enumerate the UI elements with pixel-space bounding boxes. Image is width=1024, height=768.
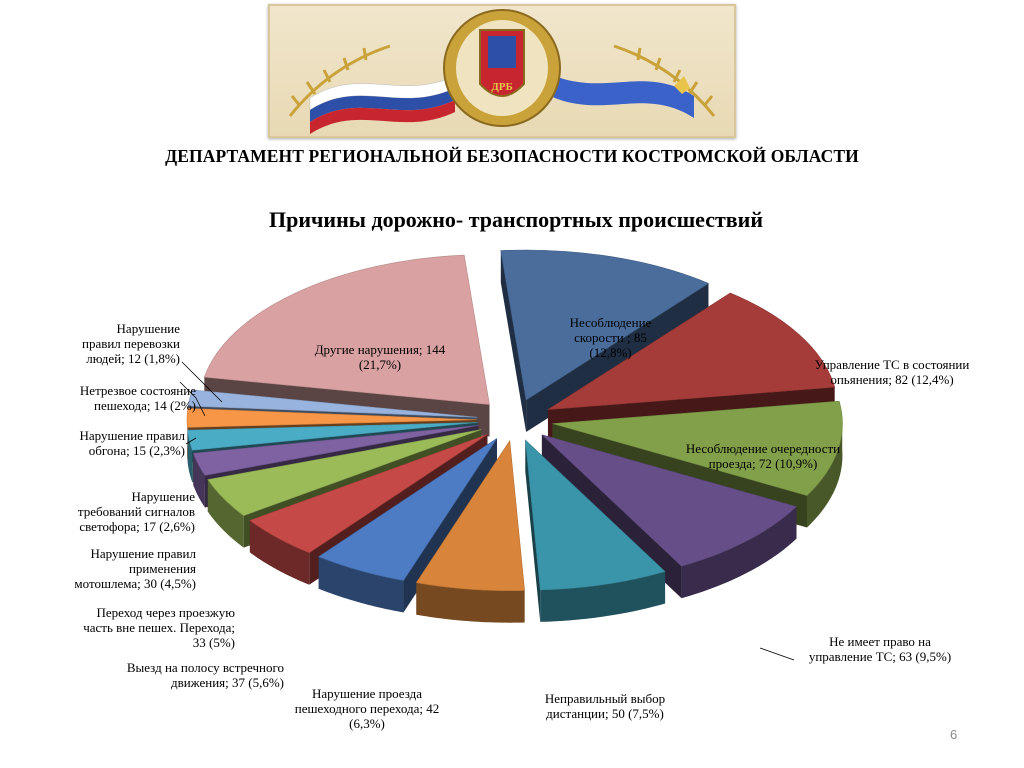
slide-title: Причины дорожно- транспортных происшеств… (268, 207, 764, 232)
slice-top (541, 434, 798, 567)
slice-label-line: проезда; 72 (10,9%) (708, 456, 818, 471)
slice-outer-wall (318, 556, 404, 613)
laurel-right (613, 44, 716, 117)
slice-outer-wall (207, 479, 244, 548)
slice-top (187, 389, 478, 418)
slice-label: Нарушение требований сигналов светофора; 1… (45, 489, 195, 534)
slice-label-line: Управление ТС в состоянии (814, 357, 970, 372)
page-number: 6 (950, 727, 958, 742)
slice-top (207, 429, 482, 516)
slice-label-line: Нарушение (131, 489, 195, 504)
slice-label-line: часть вне пешех. Перехода; (83, 620, 235, 635)
slice-label-line: Неправильный выбор (544, 691, 666, 706)
slice-label: Нетрезвое состояние пешехода; 14 (2%) (36, 383, 196, 413)
laurel-left (288, 44, 391, 117)
pie-slice (525, 439, 666, 622)
slice-top (525, 439, 666, 591)
slice-label-line: применения (128, 561, 196, 576)
header-banner: ДРБ (268, 4, 736, 138)
slice-label: Несоблюдение скорости ; 85 (12,8%) (553, 315, 668, 360)
slice-label: Переход через проезжую часть вне пешех. П… (45, 605, 235, 650)
slice-label-line: Переход через проезжую (96, 605, 235, 620)
emblem-image: ДРБ (288, 9, 716, 134)
central-shield: ДРБ (443, 9, 561, 127)
slice-label-line: дистанции; 50 (7,5%) (546, 706, 664, 721)
slice-label: Нарушение правил обгона; 15 (2,3%) (35, 428, 185, 458)
leader-line (181, 361, 223, 403)
slice-label-line: движения; 37 (5,6%) (170, 675, 284, 690)
slice-label: Несоблюдение очередности проезда; 72 (10,… (663, 441, 863, 471)
slice-label-line: Несоблюдение очередности (685, 441, 841, 456)
slice-label-line: пешеходного перехода; 42 (294, 701, 440, 716)
slice-label-line: правил перевозки (81, 336, 180, 351)
slice-label-line: Нарушение правил (90, 546, 196, 561)
slice-label-line: светофора; 17 (2,6%) (79, 519, 195, 534)
slice-label-line: скорости ; 85 (574, 330, 647, 345)
slice-side-wall (500, 250, 527, 433)
slice-label: Нарушение проезда пешеходного перехода; 4… (282, 686, 452, 731)
slice-label: Другие нарушения; 144 (21,7%) (300, 342, 460, 372)
slice-label-line: пешехода; 14 (2%) (94, 398, 196, 413)
slice-top (203, 254, 490, 405)
slice-label-line: Несоблюдение (569, 315, 652, 330)
slice-label-line: Нарушение проезда (311, 686, 423, 701)
slice-label-line: людей; 12 (1,8%) (86, 351, 180, 366)
slice-label: Нарушение правил перевозки людей; 12 (1,8%… (10, 321, 180, 366)
slice-top (318, 438, 498, 581)
slice-label-line: Нарушение (116, 321, 180, 336)
slice-outer-wall (806, 418, 843, 528)
slice-label-line: Не имеет право на (829, 634, 931, 649)
slice-top (249, 434, 488, 554)
slice-label: Не имеет право на управление ТС; 63 (9,5%… (795, 634, 965, 664)
slice-top (192, 425, 479, 476)
slice-outer-wall (187, 430, 193, 483)
slice-label: Неправильный выбор дистанции; 50 (7,5%) (530, 691, 680, 721)
leader-line (195, 397, 206, 417)
slice-label-line: (21,7%) (358, 357, 402, 372)
slice-outer-wall (540, 571, 666, 622)
slice-label-line: (12,8%) (589, 345, 632, 360)
leader-line (759, 647, 795, 661)
slice-top (186, 408, 478, 428)
slice-top (547, 292, 836, 410)
slice-outer-wall (193, 453, 205, 508)
pie-slice (415, 439, 525, 623)
flag-right (550, 74, 694, 118)
slice-label: Управление ТС в состоянии опьянения; 82 (… (797, 357, 987, 387)
slice-label-line: (6,3%) (349, 716, 385, 731)
slice-label-line: мотошлема; 30 (4,5%) (74, 576, 196, 591)
slice-outer-wall (681, 506, 797, 599)
slice-label-line: обгона; 15 (2,3%) (88, 443, 185, 458)
slice-top (415, 439, 525, 591)
slice-outer-wall (416, 582, 525, 623)
slice-label: Выезд на полосу встречного движения; 37 (… (94, 660, 284, 690)
leader-line (179, 381, 197, 399)
slice-label-line: Нарушение правил (79, 428, 185, 443)
slice-label-line: Нетрезвое состояние (79, 383, 196, 398)
slice-top (552, 400, 843, 496)
slice-outer-wall (249, 520, 310, 585)
slice-side-wall (525, 440, 541, 622)
slice-label: Нарушение правил применения мотошлема; 30 … (46, 546, 196, 591)
slice-label-line: опьянения; 82 (12,4%) (830, 372, 954, 387)
department-title: ДЕПАРТАМЕНТ РЕГИОНАЛЬНОЙ БЕЗОПАСНОСТИ КО… (165, 146, 859, 166)
slice-top (187, 422, 478, 451)
slice-label-line: управление ТС; 63 (9,5%) (808, 649, 952, 664)
leader-line (185, 437, 197, 445)
slice-label-line: требований сигналов (77, 504, 195, 519)
slice-label-line: Другие нарушения; 144 (314, 342, 446, 357)
slice-top (500, 249, 710, 401)
slice-label-line: 33 (5%) (192, 635, 235, 650)
slice-label-line: Выезд на полосу встречного (126, 660, 284, 675)
emblem-letters: ДРБ (491, 81, 513, 93)
